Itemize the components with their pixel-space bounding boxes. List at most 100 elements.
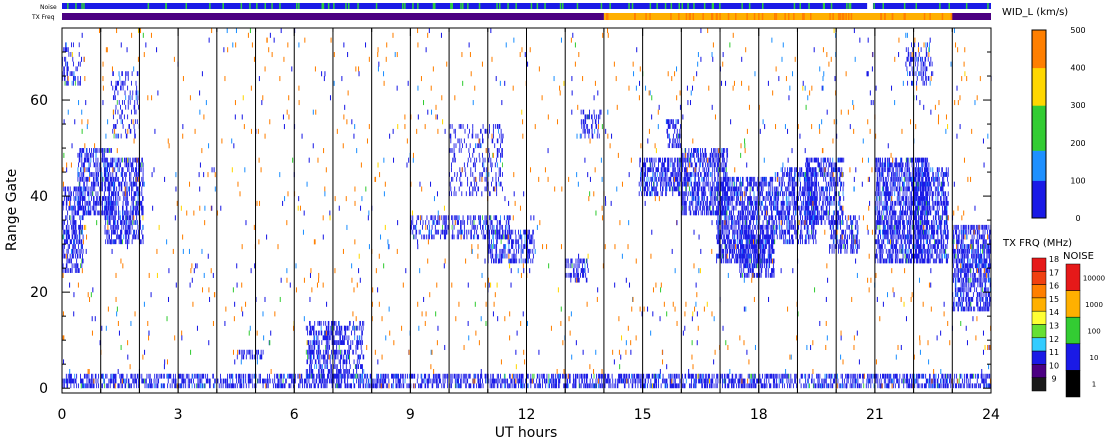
- echo-cell: [122, 124, 124, 129]
- echo-cell: [645, 172, 647, 177]
- echo-cell: [721, 224, 723, 230]
- echo-cell: [685, 205, 687, 211]
- echo-cell: [667, 162, 669, 168]
- echo-cell: [709, 200, 710, 206]
- echo-cell: [661, 191, 663, 197]
- echo-cell: [356, 335, 358, 341]
- echo-cell: [137, 224, 139, 230]
- echo-cell: [710, 200, 712, 206]
- echo-cell: [717, 181, 719, 187]
- echo-cell: [746, 239, 748, 245]
- echo-cell: [722, 186, 724, 192]
- echo-cell: [730, 210, 732, 216]
- echo-cell: [104, 196, 106, 201]
- echo-cell: [91, 191, 93, 197]
- echo-cell: [816, 205, 818, 211]
- echo-cell: [767, 234, 769, 240]
- echo-cell: [63, 76, 65, 81]
- echo-cell: [99, 167, 101, 173]
- echo-cell: [789, 200, 791, 206]
- echo-cell: [783, 205, 785, 211]
- echo-cell: [323, 368, 325, 374]
- echo-cell: [104, 215, 106, 221]
- echo-cell: [739, 200, 741, 206]
- echo-cell: [694, 186, 696, 192]
- echo-cell: [445, 220, 447, 225]
- echo-cell: [434, 224, 436, 230]
- echo-cell: [311, 368, 312, 374]
- echo-cell: [780, 234, 782, 240]
- echo-cell: [670, 176, 672, 182]
- echo-cell: [751, 200, 752, 206]
- echo-cell: [76, 200, 78, 206]
- freq-strip-speckle: [746, 13, 748, 20]
- echo-cell: [747, 181, 749, 187]
- echo-cell: [660, 186, 661, 192]
- echo-cell: [415, 224, 417, 230]
- echo-cell: [503, 234, 505, 240]
- echo-cell: [741, 200, 743, 206]
- echo-cell: [74, 253, 76, 259]
- echo-cell: [78, 234, 80, 240]
- echo-cell: [425, 220, 427, 225]
- echo-cell: [114, 176, 116, 182]
- echo-cell: [640, 172, 641, 177]
- echo-cell: [729, 229, 730, 235]
- echo-cell: [678, 133, 680, 139]
- echo-cell: [72, 224, 74, 230]
- echo-cell: [769, 239, 770, 245]
- echo-cell: [82, 200, 83, 206]
- echo-cell: [787, 210, 789, 216]
- echo-cell: [474, 167, 476, 173]
- echo-cell: [741, 196, 743, 201]
- echo-cell: [496, 229, 498, 235]
- echo-cell: [700, 210, 702, 216]
- echo-cell: [742, 205, 744, 211]
- echo-cell: [79, 196, 81, 201]
- echo-cell: [754, 258, 756, 264]
- echo-cell: [745, 205, 747, 211]
- echo-cell: [752, 215, 754, 221]
- echo-cell: [527, 229, 529, 235]
- echo-cell: [710, 162, 712, 168]
- echo-cell: [316, 349, 318, 355]
- echo-cell: [80, 205, 81, 211]
- echo-cell: [82, 162, 84, 168]
- echo-cell: [746, 220, 748, 225]
- echo-cell: [89, 172, 91, 177]
- echo-cell: [78, 186, 80, 192]
- echo-cell: [780, 215, 782, 221]
- echo-cell: [67, 80, 69, 86]
- echo-cell: [340, 368, 342, 374]
- echo-cell: [71, 229, 73, 235]
- echo-cell: [317, 349, 319, 355]
- echo-cell: [761, 186, 763, 192]
- echo-cell: [662, 186, 664, 192]
- echo-cell: [787, 181, 789, 187]
- echo-cell: [67, 61, 69, 67]
- echo-cell: [739, 248, 741, 254]
- noise-strip-speckle: [846, 3, 848, 9]
- echo-cell: [744, 229, 746, 235]
- echo-cell: [751, 229, 753, 235]
- echo-cell: [457, 138, 459, 144]
- echo-cell: [256, 354, 258, 360]
- echo-cell: [587, 128, 589, 134]
- echo-cell: [121, 181, 123, 187]
- echo-cell: [115, 172, 117, 177]
- echo-cell: [89, 210, 90, 216]
- echo-cell: [714, 191, 716, 197]
- echo-cell: [586, 258, 588, 264]
- echo-cell: [142, 157, 143, 163]
- echo-cell: [339, 368, 341, 374]
- echo-cell: [744, 196, 746, 201]
- echo-cell: [82, 258, 83, 264]
- echo-cell: [698, 205, 700, 211]
- echo-cell: [684, 196, 686, 201]
- echo-cell: [704, 148, 706, 153]
- freq-strip-speckle: [803, 13, 805, 20]
- echo-cell: [727, 234, 729, 240]
- echo-cell: [704, 186, 706, 192]
- echo-cell: [794, 176, 796, 182]
- echo-cell: [711, 162, 713, 168]
